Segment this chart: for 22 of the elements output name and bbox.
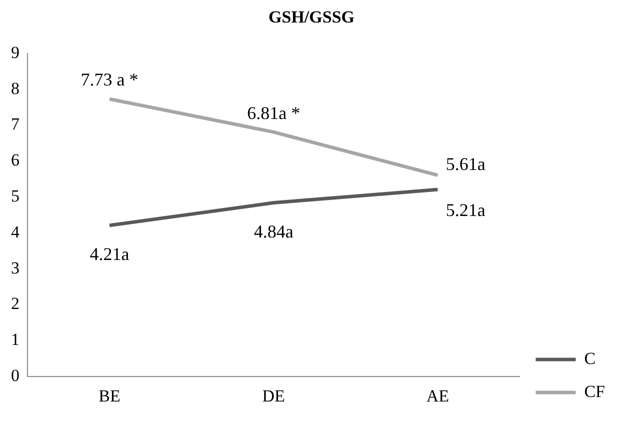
y-tick-label: 9	[11, 42, 20, 62]
x-tick-label: BE	[98, 386, 120, 406]
chart-title: GSH/GSSG	[268, 8, 354, 27]
data-label: 4.21a	[90, 244, 130, 264]
data-label: 7.73 a *	[80, 70, 138, 90]
y-tick-label: 4	[11, 222, 20, 242]
y-tick-label: 6	[11, 150, 20, 170]
data-label: 5.21a	[446, 200, 486, 220]
y-tick-label: 1	[11, 330, 20, 350]
x-tick-label: DE	[262, 386, 285, 406]
y-tick-label: 2	[11, 294, 20, 314]
y-tick-label: 7	[11, 114, 20, 134]
y-tick-label: 8	[11, 78, 20, 98]
y-tick-label: 0	[11, 366, 20, 386]
x-tick-label: AE	[426, 386, 450, 406]
y-tick-label: 5	[11, 186, 20, 206]
legend-label: CF	[584, 382, 606, 401]
y-tick-label: 3	[11, 258, 20, 278]
data-label: 6.81a *	[247, 102, 300, 123]
legend-label: C	[584, 348, 596, 368]
data-label: 4.84a	[254, 222, 294, 242]
data-label: 5.61a	[446, 154, 486, 174]
